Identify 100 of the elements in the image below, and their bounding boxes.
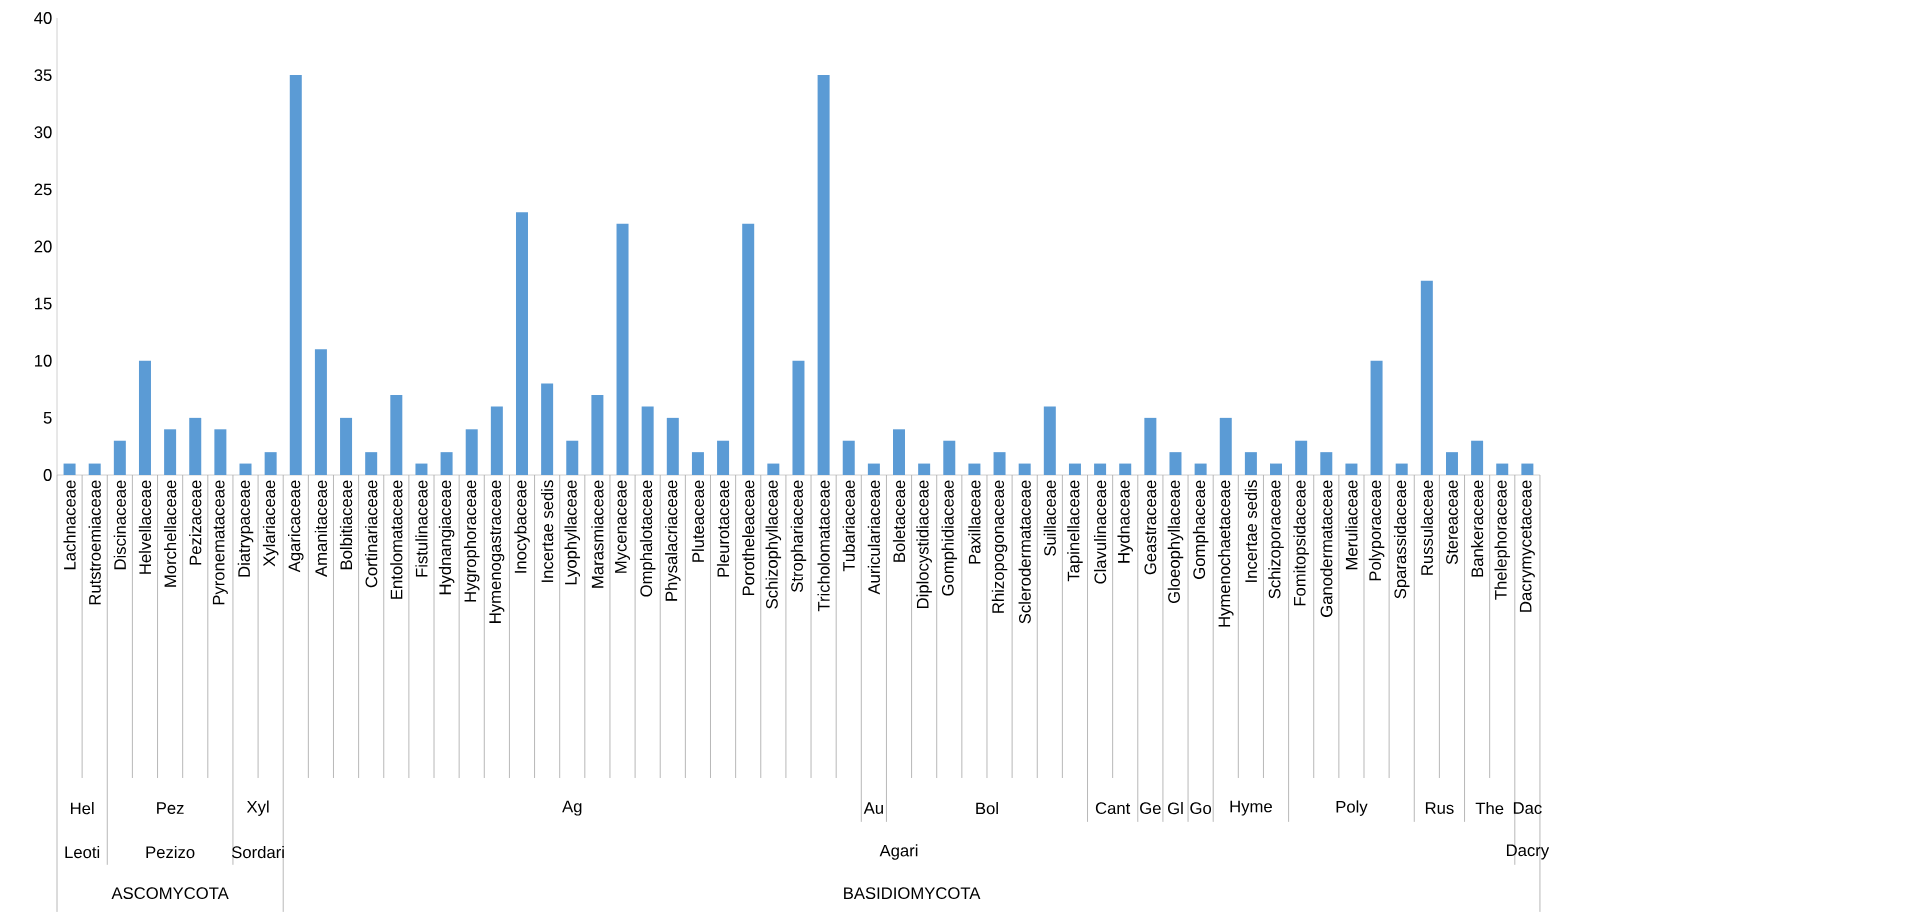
x-tick-label: Xylariaceae [262, 480, 279, 567]
bar [1270, 463, 1283, 475]
text: Poly [1336, 800, 1368, 816]
text: Pezizo [146, 845, 195, 859]
bar [365, 452, 378, 475]
bar [1320, 452, 1333, 475]
bar [1370, 360, 1383, 475]
bar [214, 429, 227, 475]
x-tick-label: Hygrophoraceae [463, 480, 480, 602]
x-tick-label: Cortinariaceae [365, 480, 378, 588]
x-tick-label: Sparassidaceae [1393, 480, 1410, 599]
bar [918, 463, 931, 475]
bar [591, 395, 604, 475]
x-tick-label: Agaricaceae [288, 480, 304, 573]
x-tick-label: Marasmiaceae [591, 480, 604, 588]
x-tick-label: Morchellaceae [163, 480, 177, 587]
bar [817, 75, 830, 475]
bar [88, 463, 101, 475]
text: Au [863, 802, 883, 814]
x-tick-label: Helvellaceae [138, 480, 152, 574]
bar [465, 429, 478, 475]
text: Go [1190, 802, 1212, 815]
bar [1144, 417, 1157, 475]
x-tick-label: Strophariaceae [790, 480, 807, 592]
x-tick-label: Pezizaceae [189, 480, 202, 565]
x-tick-label: Thelephoraceae [1494, 480, 1510, 600]
bar [264, 452, 277, 475]
bar [842, 440, 855, 475]
x-tick-label: Lyophyllaceae [564, 480, 581, 585]
bar [893, 429, 906, 475]
x-tick-label: Tricholomataceae [817, 480, 830, 612]
text: Pez [157, 802, 184, 814]
bar [792, 360, 805, 475]
text: Gl [1167, 802, 1183, 815]
x-tick-label: Gloeophyllaceae [1167, 480, 1184, 604]
x-tick-label: Fistulinaceae [415, 480, 428, 577]
x-tick-label: Physalacriaceae [665, 480, 681, 601]
text: Rus [1425, 802, 1454, 814]
y-tick-label: 40 [34, 12, 52, 24]
bar [1295, 440, 1308, 475]
bar [1119, 463, 1132, 475]
text: The [1475, 802, 1504, 815]
bar [1420, 280, 1433, 475]
text: Hyme [1230, 800, 1272, 816]
bar [1169, 452, 1182, 475]
bar [616, 223, 629, 475]
bar [1194, 463, 1207, 475]
x-tick-label: Meruliaceae [1345, 480, 1358, 570]
bar [943, 440, 956, 475]
x-tick-label: Mycenaceae [615, 480, 630, 573]
x-tick-label: Schizoporaceae [1268, 480, 1284, 599]
bar [867, 463, 880, 475]
bar [440, 452, 453, 475]
text: BASIDIOMYCOTA [844, 887, 981, 900]
bar [1345, 463, 1358, 475]
bar [189, 417, 202, 475]
x-tick-label: Fomitopsidaceae [1293, 480, 1309, 606]
bar [1043, 406, 1056, 475]
bar [1068, 463, 1081, 475]
x-tick-label: Bankeraceae [1470, 480, 1484, 577]
bar [63, 463, 76, 475]
bar [138, 360, 151, 475]
bar [993, 452, 1006, 475]
x-tick-label: Tubariaceae [842, 480, 855, 572]
bar [1395, 463, 1408, 475]
x-tick-label: Inocybaceae [514, 480, 530, 573]
text: Cant [1095, 802, 1131, 815]
x-tick-label: Pyronemataceae [212, 480, 228, 605]
bar [113, 440, 126, 475]
bar [515, 212, 528, 475]
x-tick-label: Bolbitiaceae [339, 480, 353, 570]
bar [1471, 440, 1484, 475]
bar [691, 452, 704, 475]
bar [968, 463, 981, 475]
x-tick-label: Omphalotaceae [639, 480, 656, 597]
bar [390, 395, 403, 475]
x-tick-label: Porotheleaceae [742, 480, 755, 596]
bar [415, 463, 428, 475]
text: ASCOMYCOTA [111, 887, 229, 900]
x-tick-label: Hymenogastraceae [489, 480, 505, 623]
text: Bol [976, 802, 998, 815]
y-tick-label: 35 [34, 69, 52, 82]
x-tick-label: Geastraceae [1144, 480, 1157, 575]
bar [1018, 463, 1031, 475]
text: Sordari [231, 845, 284, 859]
x-tick-label: Amanitaceae [314, 480, 328, 577]
x-tick-label: Pleurotaceae [716, 480, 730, 577]
x-tick-label: Dacrymycetaceae [1519, 480, 1535, 612]
y-tick-label: 20 [34, 240, 52, 253]
x-tick-label: Suillaceae [1043, 480, 1056, 556]
text: Ge [1140, 802, 1161, 815]
bar [1094, 463, 1107, 475]
bar [666, 417, 679, 475]
bar [289, 75, 302, 475]
bar [566, 440, 579, 475]
x-tick-label: Hydnaceae [1117, 480, 1133, 563]
x-tick-label: Russulaceae [1420, 480, 1433, 575]
x-tick-label: Hymenochaetaceae [1217, 480, 1234, 627]
text: Dacry [1506, 844, 1550, 860]
x-tick-label: Gomphidiaceae [941, 480, 958, 596]
